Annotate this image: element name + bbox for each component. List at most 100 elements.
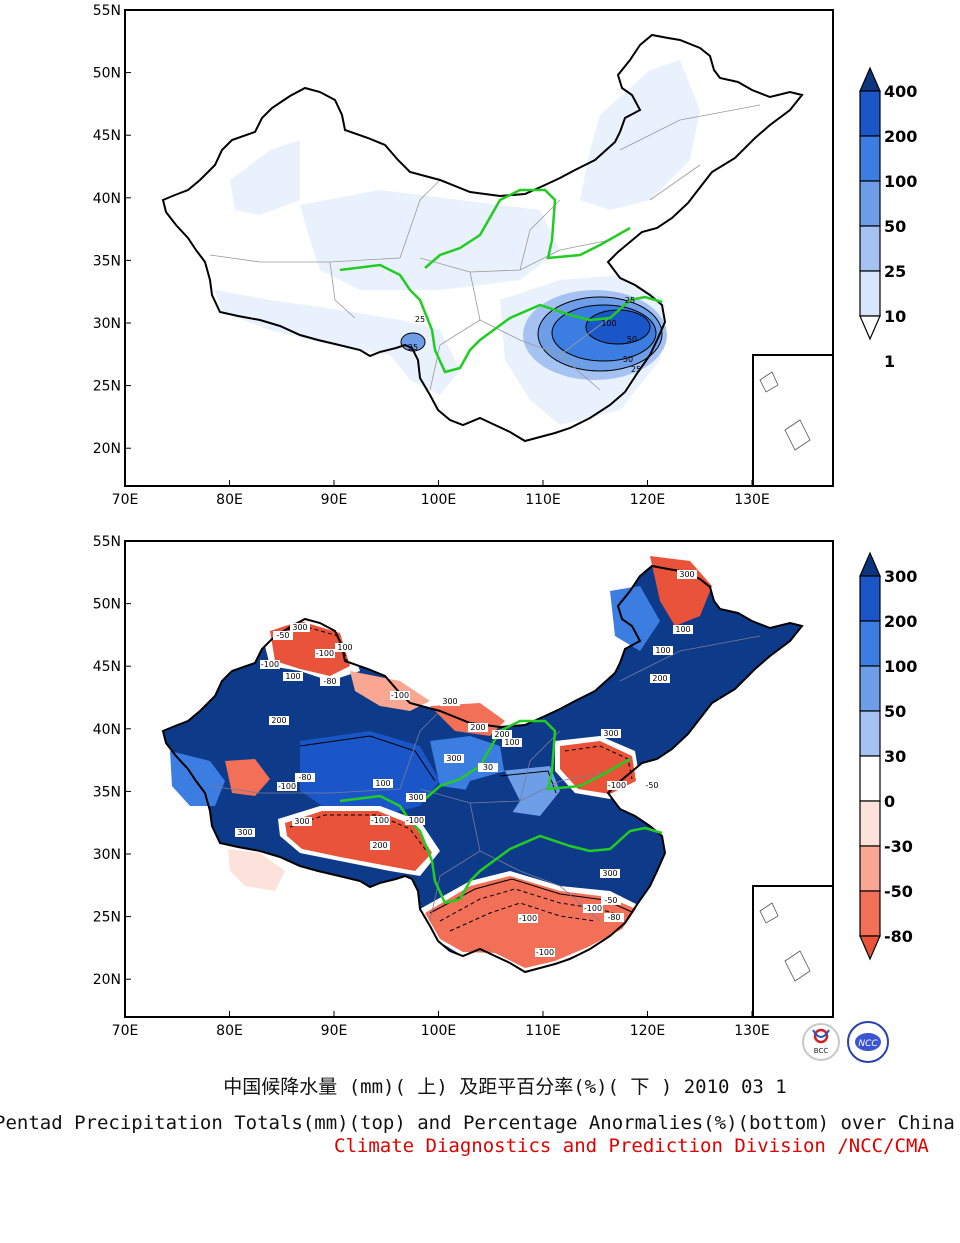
bottom-contour-label: -100 <box>584 904 602 913</box>
bottom-contour-label: 300 <box>602 869 617 878</box>
top-colorbar-label: 100 <box>884 172 917 191</box>
bottom-contour-label: -50 <box>645 781 658 790</box>
bottom-contour-label: 300 <box>446 754 461 763</box>
bottom-colorbar-box <box>859 710 881 757</box>
bottom-contour-label-bg <box>335 643 355 652</box>
top-y-tick-label: 20N <box>93 441 121 457</box>
top-y-tick-label: 55N <box>93 3 121 19</box>
bottom-colorbar-label: -50 <box>884 882 913 901</box>
bottom-inset <box>752 885 834 1018</box>
bottom-x-tick-label: 100E <box>421 1023 457 1039</box>
bottom-axis-ticks: 55N 50N 45N 40N 35N 30N 25N 20N 70E 80E 90E 100E 110… <box>93 534 770 1039</box>
top-colorbar-box <box>859 270 881 317</box>
top-colorbar-label: 25 <box>884 262 906 281</box>
bottom-contour-label: -80 <box>323 677 336 686</box>
bottom-contour-label: -100 <box>406 816 424 825</box>
top-contour-label: 25 <box>408 343 418 352</box>
top-colorbar-label: 200 <box>884 127 917 146</box>
bottom-contour-label: -100 <box>536 948 554 957</box>
bottom-contour-label-bg <box>518 914 538 923</box>
bottom-x-tick-label: 110E <box>525 1023 561 1039</box>
bottom-x-tick-label: 90E <box>321 1023 348 1039</box>
bottom-contour-label: 300 <box>442 697 457 706</box>
bottom-x-tick-label: 70E <box>112 1023 139 1039</box>
bottom-contour-label: 200 <box>470 723 485 732</box>
bottom-y-tick-label: 50N <box>93 597 121 613</box>
bottom-map-frame <box>124 540 834 1018</box>
bottom-contour-label-bg <box>370 841 390 850</box>
top-y-tick-label: 45N <box>93 128 121 144</box>
bottom-colorbar-label: -80 <box>884 927 913 946</box>
bottom-contour-label: 100 <box>655 646 670 655</box>
bottom-colorbar-box <box>859 755 881 802</box>
top-x-tick-label: 90E <box>321 492 348 508</box>
top-x-tick-label: 100E <box>421 492 457 508</box>
bottom-contour-label-bg <box>653 646 673 655</box>
bottom-colorbar-top-arrow <box>859 551 881 577</box>
bottom-contour-label: 100 <box>504 738 519 747</box>
bottom-contour-label-bg <box>373 779 393 788</box>
bottom-colorbar-box <box>859 845 881 892</box>
top-precipitation-map <box>162 34 803 442</box>
top-y-tick-label: 30N <box>93 316 121 332</box>
top-colorbar-label: 10 <box>884 307 906 326</box>
bottom-contour-label: -100 <box>316 649 334 658</box>
bottom-contour-label-bg <box>406 793 426 802</box>
bottom-contour-label-bg <box>292 817 312 826</box>
bottom-contour-label-bg <box>601 729 621 738</box>
bottom-contour-label: 100 <box>285 672 300 681</box>
bottom-colorbar-box <box>859 665 881 712</box>
top-colorbar-box <box>859 180 881 227</box>
bottom-y-tick-label: 30N <box>93 847 121 863</box>
bottom-contour-label: -100 <box>391 691 409 700</box>
bottom-contour-label-bg <box>601 896 621 905</box>
bottom-contour-label-bg <box>604 913 624 922</box>
bottom-colorbar-label: 300 <box>884 567 917 586</box>
top-colorbar-box <box>859 135 881 182</box>
bottom-colorbar-box <box>859 890 881 937</box>
bottom-x-tick-label: 120E <box>630 1023 666 1039</box>
bottom-contour-label-bg <box>320 677 340 686</box>
bottom-shading <box>170 556 712 972</box>
top-colorbar-label: 50 <box>884 217 906 236</box>
top-x-tick-label: 70E <box>112 492 139 508</box>
caption-english: Pentad Precipitation Totals(mm)(top) and… <box>0 1112 955 1134</box>
bottom-y-tick-label: 25N <box>93 910 121 926</box>
bottom-contour-label-bg <box>677 570 697 579</box>
top-contour-label: 25 <box>415 315 425 324</box>
bottom-contour-label: -100 <box>519 914 537 923</box>
bottom-contour-label: 300 <box>294 817 309 826</box>
top-colorbar: 400 200 100 50 25 10 1 <box>859 66 917 371</box>
bottom-y-tick-label: 35N <box>93 784 121 800</box>
top-inset <box>752 354 834 487</box>
bcc-logo-text: BCC <box>814 1047 829 1055</box>
bottom-contour-label-bg <box>390 691 410 700</box>
bottom-colorbar-label: 50 <box>884 702 906 721</box>
bottom-contour-label: 300 <box>679 570 694 579</box>
top-map-frame <box>124 9 834 487</box>
bottom-contour-label-bg <box>478 763 498 772</box>
bottom-contour-label-bg <box>269 716 289 725</box>
bottom-contour-label: -80 <box>607 913 620 922</box>
bottom-colorbar-box <box>859 575 881 622</box>
bottom-contour-label: -100 <box>261 660 279 669</box>
bottom-contour-label: 200 <box>494 730 509 739</box>
bottom-contour-label-bg <box>492 730 512 739</box>
bottom-colorbar-label: 100 <box>884 657 917 676</box>
top-contour-label: 50 <box>627 335 637 344</box>
bottom-x-tick-label: 130E <box>734 1023 770 1039</box>
bottom-contour-label: 100 <box>675 625 690 634</box>
top-y-tick-label: 50N <box>93 66 121 82</box>
ncc-logo: NCC <box>847 1021 889 1063</box>
bottom-contour-label-bg <box>642 781 662 790</box>
bottom-contour-label-bg <box>235 828 255 837</box>
top-colorbar-label: 1 <box>884 352 895 371</box>
top-colorbar-bottom-arrow <box>859 315 881 341</box>
bottom-contour-label-bg <box>273 631 293 640</box>
top-y-tick-label: 25N <box>93 379 121 395</box>
bottom-y-tick-label: 20N <box>93 972 121 988</box>
bottom-colorbar-label: -30 <box>884 837 913 856</box>
caption-chinese: 中国候降水量 (mm)( 上) 及距平百分率(%)( 下 ) 2010 03 1 <box>223 1076 787 1098</box>
